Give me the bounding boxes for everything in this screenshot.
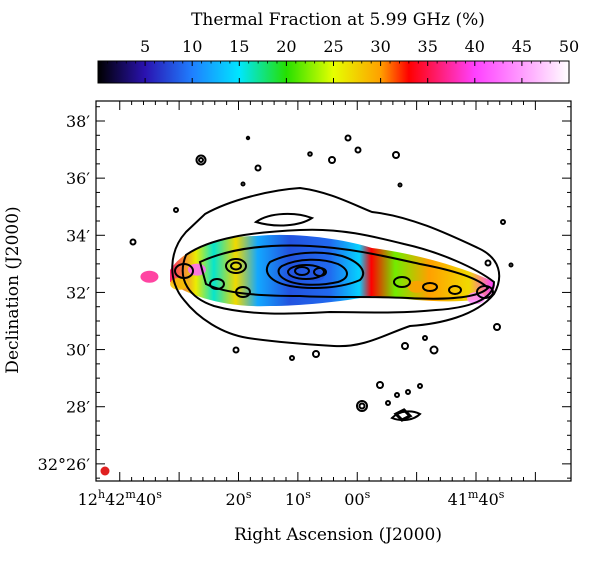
- colorbar-tick-label: 20: [276, 37, 296, 56]
- y-tick-label: 28′: [66, 398, 90, 417]
- colorbar: 5 10 15 20 25 30 35 40 45 50: [97, 37, 579, 84]
- y-tick-label: 38′: [66, 112, 90, 131]
- x-tick-labels: 12h42m40s 20s 10s 00s 41m40s: [78, 488, 505, 509]
- colorbar-tick-label: 30: [370, 37, 390, 56]
- colorbar-tick-label: 35: [418, 37, 438, 56]
- contour-5: [277, 258, 348, 286]
- axis-ticks: [96, 101, 571, 481]
- contours: [171, 186, 501, 348]
- y-tick-label: 32′: [66, 283, 90, 302]
- y-tick-label: 30′: [66, 341, 90, 360]
- contour-knot-east: [225, 258, 247, 274]
- colorbar-tick-label: 10: [182, 37, 202, 56]
- colorbar-tick-label: 40: [465, 37, 485, 56]
- colorbar-tick-label: 25: [323, 37, 343, 56]
- contour-knot-c: [393, 276, 411, 288]
- contour-tip-west: [476, 285, 494, 299]
- colorbar-tick-label: 5: [140, 37, 150, 56]
- contour-upper-loop: [253, 212, 315, 227]
- contour-4: [265, 251, 365, 289]
- x-tick-label: 20s: [225, 488, 251, 509]
- contour-3: [198, 244, 490, 300]
- x-tick-label: 41m40s: [448, 488, 505, 509]
- contour-knot-a: [209, 278, 225, 290]
- chart-title: Thermal Fraction at 5.99 GHz (%): [191, 10, 485, 30]
- x-axis-label: Right Ascension (J2000): [234, 525, 442, 545]
- map-region-east-tip: [140, 270, 159, 283]
- plot-area: [95, 100, 572, 482]
- colorbar-tick-label: 15: [229, 37, 249, 56]
- noise-contours: [129, 134, 514, 422]
- colorbar-tick-label: 45: [512, 37, 532, 56]
- contour-core-3: [313, 267, 327, 277]
- contour-knot-b: [235, 286, 251, 298]
- colorbar-tick-labels: 5 10 15 20 25 30 35 40 45 50: [140, 37, 579, 56]
- contour-outer: [171, 186, 501, 348]
- y-tick-label: 36′: [66, 169, 90, 188]
- contour-knot-d: [422, 282, 438, 292]
- x-tick-label: 12h42m40s: [78, 488, 163, 509]
- y-axis-label: Declination (J2000): [3, 206, 23, 373]
- contour-core-2: [294, 266, 310, 276]
- colorbar-tick-label: 50: [559, 37, 579, 56]
- contour-core-1: [287, 264, 325, 280]
- y-tick-label: 32°26′: [38, 455, 91, 474]
- beam-marker: [100, 466, 110, 476]
- x-tick-label: 10s: [285, 488, 311, 509]
- contour-knot-east-2: [230, 261, 242, 271]
- colorbar-ticks: [107, 61, 570, 83]
- contour-knot-e: [448, 285, 462, 295]
- y-tick-labels: 32°26′ 28′ 30′ 32′ 34′ 36′ 38′: [38, 112, 91, 474]
- y-tick-label: 34′: [66, 226, 90, 245]
- contour-tip-east: [174, 263, 194, 279]
- contour-2: [181, 228, 496, 315]
- x-tick-label: 00s: [344, 488, 370, 509]
- map-region-west-region: [407, 280, 426, 293]
